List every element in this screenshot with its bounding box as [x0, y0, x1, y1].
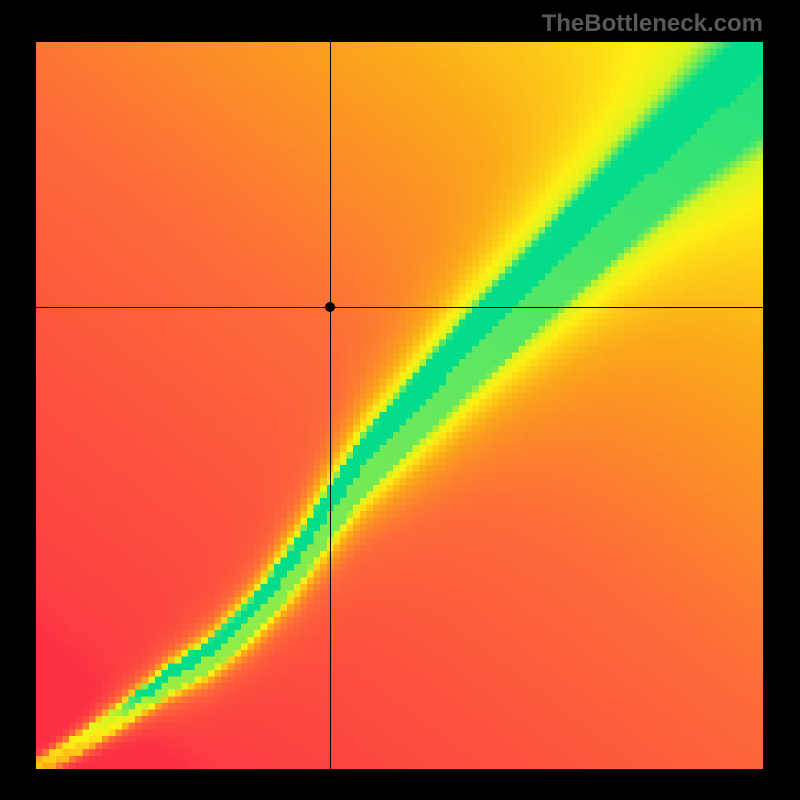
bottleneck-heatmap — [36, 42, 763, 769]
crosshair-horizontal — [36, 307, 763, 308]
crosshair-marker — [325, 302, 335, 312]
crosshair-vertical — [330, 42, 331, 769]
chart-container: TheBottleneck.com — [0, 0, 800, 800]
watermark-text: TheBottleneck.com — [542, 10, 763, 38]
